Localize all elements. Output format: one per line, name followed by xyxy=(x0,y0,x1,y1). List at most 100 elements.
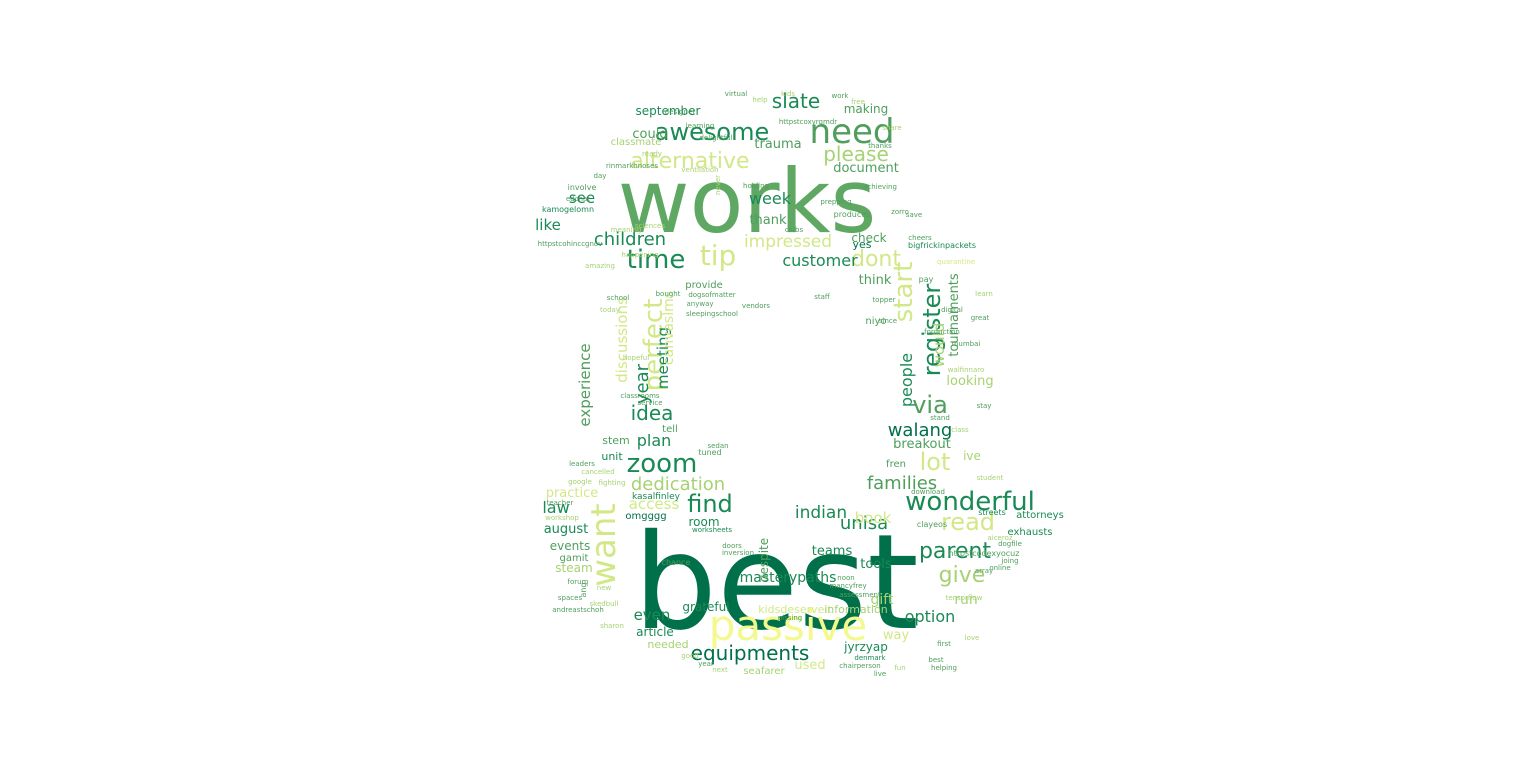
cloud-word: tuned xyxy=(698,448,721,457)
cloud-word: could xyxy=(632,127,667,142)
cloud-word: lot xyxy=(920,448,951,476)
cloud-word: sleepingschool xyxy=(686,310,738,318)
cloud-word: service xyxy=(637,399,662,407)
cloud-word: free xyxy=(851,98,865,106)
cloud-word: canvaslms xyxy=(661,291,677,365)
cloud-word: sciences xyxy=(635,222,665,230)
cloud-word: law xyxy=(542,498,569,517)
cloud-word: run xyxy=(954,592,978,608)
cloud-word: discussions xyxy=(613,297,631,383)
cloud-word: thanks xyxy=(868,142,892,150)
cloud-word: start xyxy=(889,262,919,323)
cloud-word: way xyxy=(883,628,910,643)
cloud-word: impressed xyxy=(744,232,832,252)
cloud-word: assessment xyxy=(839,591,881,599)
cloud-word: involve xyxy=(568,183,597,192)
cloud-word: access xyxy=(629,495,680,513)
cloud-word: new xyxy=(597,584,612,592)
cloud-word: virtual xyxy=(725,90,747,98)
cloud-word: omgggg xyxy=(625,511,666,522)
cloud-word: mumbai xyxy=(952,340,981,348)
cloud-word: bigfrickinpackets xyxy=(908,241,976,250)
cloud-word: idea xyxy=(631,401,674,425)
cloud-word: dogsofmatter xyxy=(688,291,735,299)
cloud-word: stand xyxy=(930,414,950,422)
cloud-word: meaning xyxy=(611,226,642,234)
cloud-word: year xyxy=(698,660,714,668)
cloud-word: kids xyxy=(781,90,795,98)
cloud-word: equipments xyxy=(691,641,810,665)
cloud-word: edchat xyxy=(566,195,590,203)
cloud-word: works xyxy=(618,150,877,253)
cloud-word: year xyxy=(632,363,653,404)
cloud-word: tensorflow xyxy=(946,594,983,602)
cloud-word: worksheets xyxy=(692,526,732,534)
cloud-word: register xyxy=(918,284,946,377)
cloud-word: needed xyxy=(647,638,688,651)
cloud-word: niyo xyxy=(865,316,886,327)
cloud-word: please xyxy=(823,142,889,166)
cloud-word: slate xyxy=(772,89,820,113)
cloud-word: ready xyxy=(642,150,662,158)
cloud-word: next xyxy=(712,666,728,674)
cloud-word: school xyxy=(607,294,629,302)
cloud-word: student xyxy=(977,474,1004,482)
cloud-word: clayeos xyxy=(917,520,947,529)
cloud-word: walang xyxy=(888,420,953,441)
cloud-word: quarantine xyxy=(937,258,975,266)
cloud-word: check xyxy=(851,231,886,245)
cloud-word: experience xyxy=(576,343,594,426)
cloud-word: article xyxy=(636,625,674,639)
cloud-word: give xyxy=(939,563,986,588)
cloud-word: amazing xyxy=(585,262,615,270)
cloud-word: parent xyxy=(919,539,991,564)
cloud-word: workshop xyxy=(545,514,579,522)
cloud-word: chance xyxy=(662,558,691,567)
cloud-word: rinmarkhnoses xyxy=(606,162,658,170)
cloud-word: ive xyxy=(963,449,981,463)
cloud-word: cheers xyxy=(908,234,932,242)
cloud-word: holding xyxy=(743,182,769,190)
cloud-word: day xyxy=(594,172,607,180)
cloud-word: meeting xyxy=(654,327,672,389)
cloud-word: prepping xyxy=(820,198,851,206)
cloud-word: vendors xyxy=(742,302,770,310)
cloud-word: seafarer xyxy=(743,666,785,677)
cloud-word: httpstcohinccgnov xyxy=(538,240,603,248)
cloud-word: dedication xyxy=(631,474,725,495)
cloud-word: read xyxy=(941,508,995,536)
cloud-word: help xyxy=(752,96,768,104)
cloud-word: staff xyxy=(814,293,830,301)
cloud-word: learn xyxy=(975,290,993,298)
cloud-word: masterypaths xyxy=(740,570,837,586)
cloud-word: book xyxy=(855,509,892,527)
cloud-word: sedan xyxy=(707,442,728,450)
cloud-word: today xyxy=(600,306,620,314)
cloud-word: save xyxy=(906,211,922,219)
cloud-word: kidsdeserveit xyxy=(758,603,832,616)
cloud-word: skedbull xyxy=(590,600,619,608)
cloud-word: thank xyxy=(749,213,787,228)
cloud-word: share xyxy=(882,124,901,132)
cloud-word: jyrzyap xyxy=(843,640,888,654)
cloud-word: people xyxy=(897,353,916,407)
cloud-word: fren xyxy=(886,459,906,470)
cloud-word: alternative xyxy=(630,149,749,174)
cloud-word: attorneys xyxy=(1016,510,1064,521)
cloud-word: like xyxy=(535,216,561,234)
cloud-word: cancelled xyxy=(581,468,614,476)
cloud-word: topper xyxy=(872,296,895,304)
cloud-word: doors xyxy=(722,542,742,550)
cloud-word: never xyxy=(714,175,722,195)
word-cloud-words: best works passive need want wonderful awesome… xyxy=(535,89,1064,678)
cloud-word: indian xyxy=(795,503,847,523)
cloud-word: first xyxy=(937,640,951,648)
cloud-word: ang xyxy=(579,582,588,597)
cloud-word: good xyxy=(681,652,698,660)
cloud-word: passive xyxy=(709,601,868,650)
cloud-word: helping xyxy=(931,664,957,672)
cloud-word: find xyxy=(687,490,733,518)
cloud-word: array xyxy=(975,567,993,575)
cloud-word: spaces xyxy=(558,594,583,602)
cloud-word: used xyxy=(794,658,825,673)
